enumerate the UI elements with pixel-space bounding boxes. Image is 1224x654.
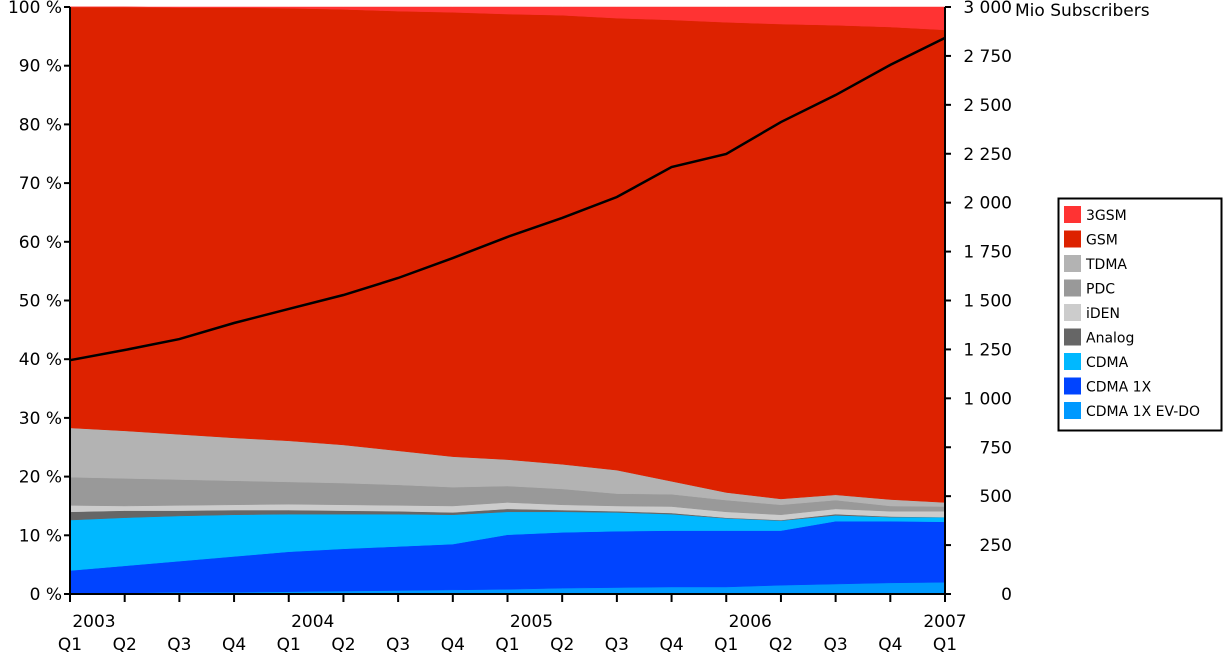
left-tick-label: 0 %: [30, 585, 62, 605]
stacked-areas: [69, 6, 946, 595]
legend-swatch: [1064, 328, 1081, 346]
x-quarter-label: Q3: [386, 635, 410, 654]
left-tick-label: 60 %: [19, 233, 62, 253]
x-quarter-label: Q3: [167, 635, 191, 654]
right-tick-label: 0: [1001, 585, 1012, 605]
x-quarter-label: Q3: [824, 635, 848, 654]
x-year-label: 2005: [510, 612, 553, 632]
x-year-label: 2007: [923, 612, 966, 632]
x-quarter-label: Q1: [714, 635, 738, 654]
legend-swatch: [1064, 279, 1081, 297]
legend-swatch: [1064, 402, 1081, 419]
x-quarter-label: Q1: [58, 635, 82, 654]
legend-label: CDMA 1X EV-DO: [1086, 404, 1200, 420]
right-tick-label: 1 750: [963, 243, 1012, 263]
left-tick-label: 10 %: [19, 526, 62, 546]
x-quarter-label: Q2: [113, 635, 137, 654]
x-year-label: 2003: [72, 612, 115, 632]
legend-label: PDC: [1086, 282, 1115, 298]
legend-label: GSM: [1086, 233, 1118, 249]
right-tick-label: 1 000: [963, 389, 1012, 409]
right-tick-label: 1 500: [963, 292, 1012, 312]
legend-label: CDMA 1X: [1086, 380, 1152, 396]
x-year-label: 2004: [291, 612, 334, 632]
legend-label: CDMA: [1086, 355, 1129, 371]
right-tick-label: 2 250: [963, 145, 1012, 165]
right-tick-label: 750: [980, 438, 1012, 458]
right-tick-label: 2 750: [963, 47, 1012, 67]
left-tick-label: 30 %: [19, 409, 62, 429]
x-quarter-label: Q3: [605, 635, 629, 654]
x-quarter-label: Q2: [550, 635, 574, 654]
legend-swatch: [1064, 230, 1081, 248]
legend-box: [1057, 197, 1223, 432]
left-tick-label: 90 %: [19, 57, 62, 77]
legend-label: 3GSM: [1086, 208, 1127, 224]
x-year-label: 2006: [729, 612, 772, 632]
right-tick-label: 1 250: [963, 340, 1012, 360]
x-quarter-label: Q4: [878, 635, 902, 654]
x-quarter-label: Q2: [769, 635, 793, 654]
legend: 3GSM GSM TDMA PDC iDEN Analog CDMA CDMA 1X CDMA …: [1057, 197, 1223, 432]
legend-swatch: [1064, 206, 1081, 223]
x-quarter-label: Q4: [441, 635, 465, 654]
legend-swatch: [1064, 304, 1081, 321]
x-quarter-label: Q1: [277, 635, 301, 654]
left-tick-label: 70 %: [19, 174, 62, 194]
left-tick-label: 100 %: [8, 0, 62, 18]
legend-swatch: [1064, 353, 1081, 370]
x-quarter-label: Q2: [331, 635, 355, 654]
left-tick-label: 50 %: [19, 292, 62, 312]
x-quarter-label: Q4: [222, 635, 246, 654]
left-tick-label: 40 %: [19, 350, 62, 370]
left-tick-label: 20 %: [19, 468, 62, 488]
legend-label: iDEN: [1086, 306, 1120, 322]
x-quarter-label: Q1: [933, 635, 957, 654]
legend-label: Analog: [1086, 331, 1134, 347]
x-quarter-label: Q4: [659, 635, 683, 654]
legend-swatch: [1064, 255, 1081, 272]
x-quarter-label: Q1: [495, 635, 519, 654]
right-axis-label: Mio Subscribers: [1015, 1, 1150, 21]
right-tick-label: 3 000: [963, 0, 1012, 18]
legend-swatch: [1064, 377, 1081, 395]
right-tick-label: 2 500: [963, 96, 1012, 116]
subscribers-line: [69, 36, 946, 362]
area-gsm: [69, 6, 946, 503]
legend-label: TDMA: [1085, 257, 1127, 273]
right-tick-label: 2 000: [963, 194, 1012, 214]
right-tick-label: 500: [980, 487, 1012, 507]
subscribers-line-group: [69, 36, 946, 362]
right-tick-label: 250: [980, 536, 1012, 556]
axes: 0 % 10 % 20 % 30 % 40 % 50 % 60 % 70 % 80 % 90 % 1…: [8, 0, 1012, 654]
left-tick-label: 80 %: [19, 115, 62, 135]
